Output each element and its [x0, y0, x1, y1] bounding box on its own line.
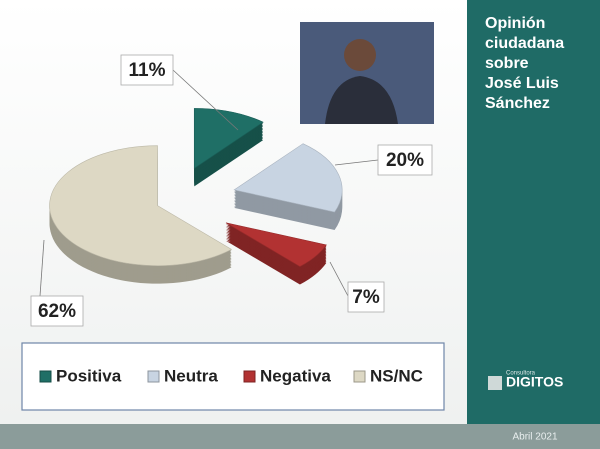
data-label: 62%	[38, 301, 76, 322]
slice	[225, 222, 327, 267]
legend-label: Positiva	[56, 366, 122, 385]
legend-label: Neutra	[164, 366, 218, 385]
side-panel	[467, 0, 600, 424]
label-box	[377, 144, 433, 176]
leader-line	[39, 239, 45, 297]
legend-box	[21, 342, 445, 411]
photo-person	[344, 39, 376, 71]
data-label: 7%	[352, 287, 380, 308]
footer-date: Abril 2021	[512, 432, 557, 443]
data-label: 20%	[386, 150, 424, 171]
data-label: 11%	[129, 60, 166, 81]
leader-line	[334, 159, 379, 166]
legend-swatch	[353, 370, 366, 383]
legend-swatch	[147, 370, 160, 383]
label-box	[347, 281, 385, 313]
chart-title: Opinión ciudadana sobre José Luis Sánchez	[485, 15, 564, 112]
slice	[233, 143, 343, 213]
leader-line	[329, 261, 349, 297]
photo-suit	[325, 76, 398, 124]
legend-label: NS/NC	[370, 366, 423, 385]
logo-name: DIGITOS	[506, 374, 563, 390]
label-box	[30, 295, 84, 327]
footer-bar	[0, 424, 600, 449]
legend-label: Negativa	[260, 366, 331, 385]
slice	[49, 145, 233, 266]
legend-swatch	[39, 370, 52, 383]
legend-swatch	[243, 370, 256, 383]
leader-line	[172, 69, 239, 131]
logo-top: Consultora	[506, 371, 536, 377]
label-box	[120, 54, 174, 86]
slice	[193, 108, 264, 169]
logo-icon	[488, 376, 502, 390]
